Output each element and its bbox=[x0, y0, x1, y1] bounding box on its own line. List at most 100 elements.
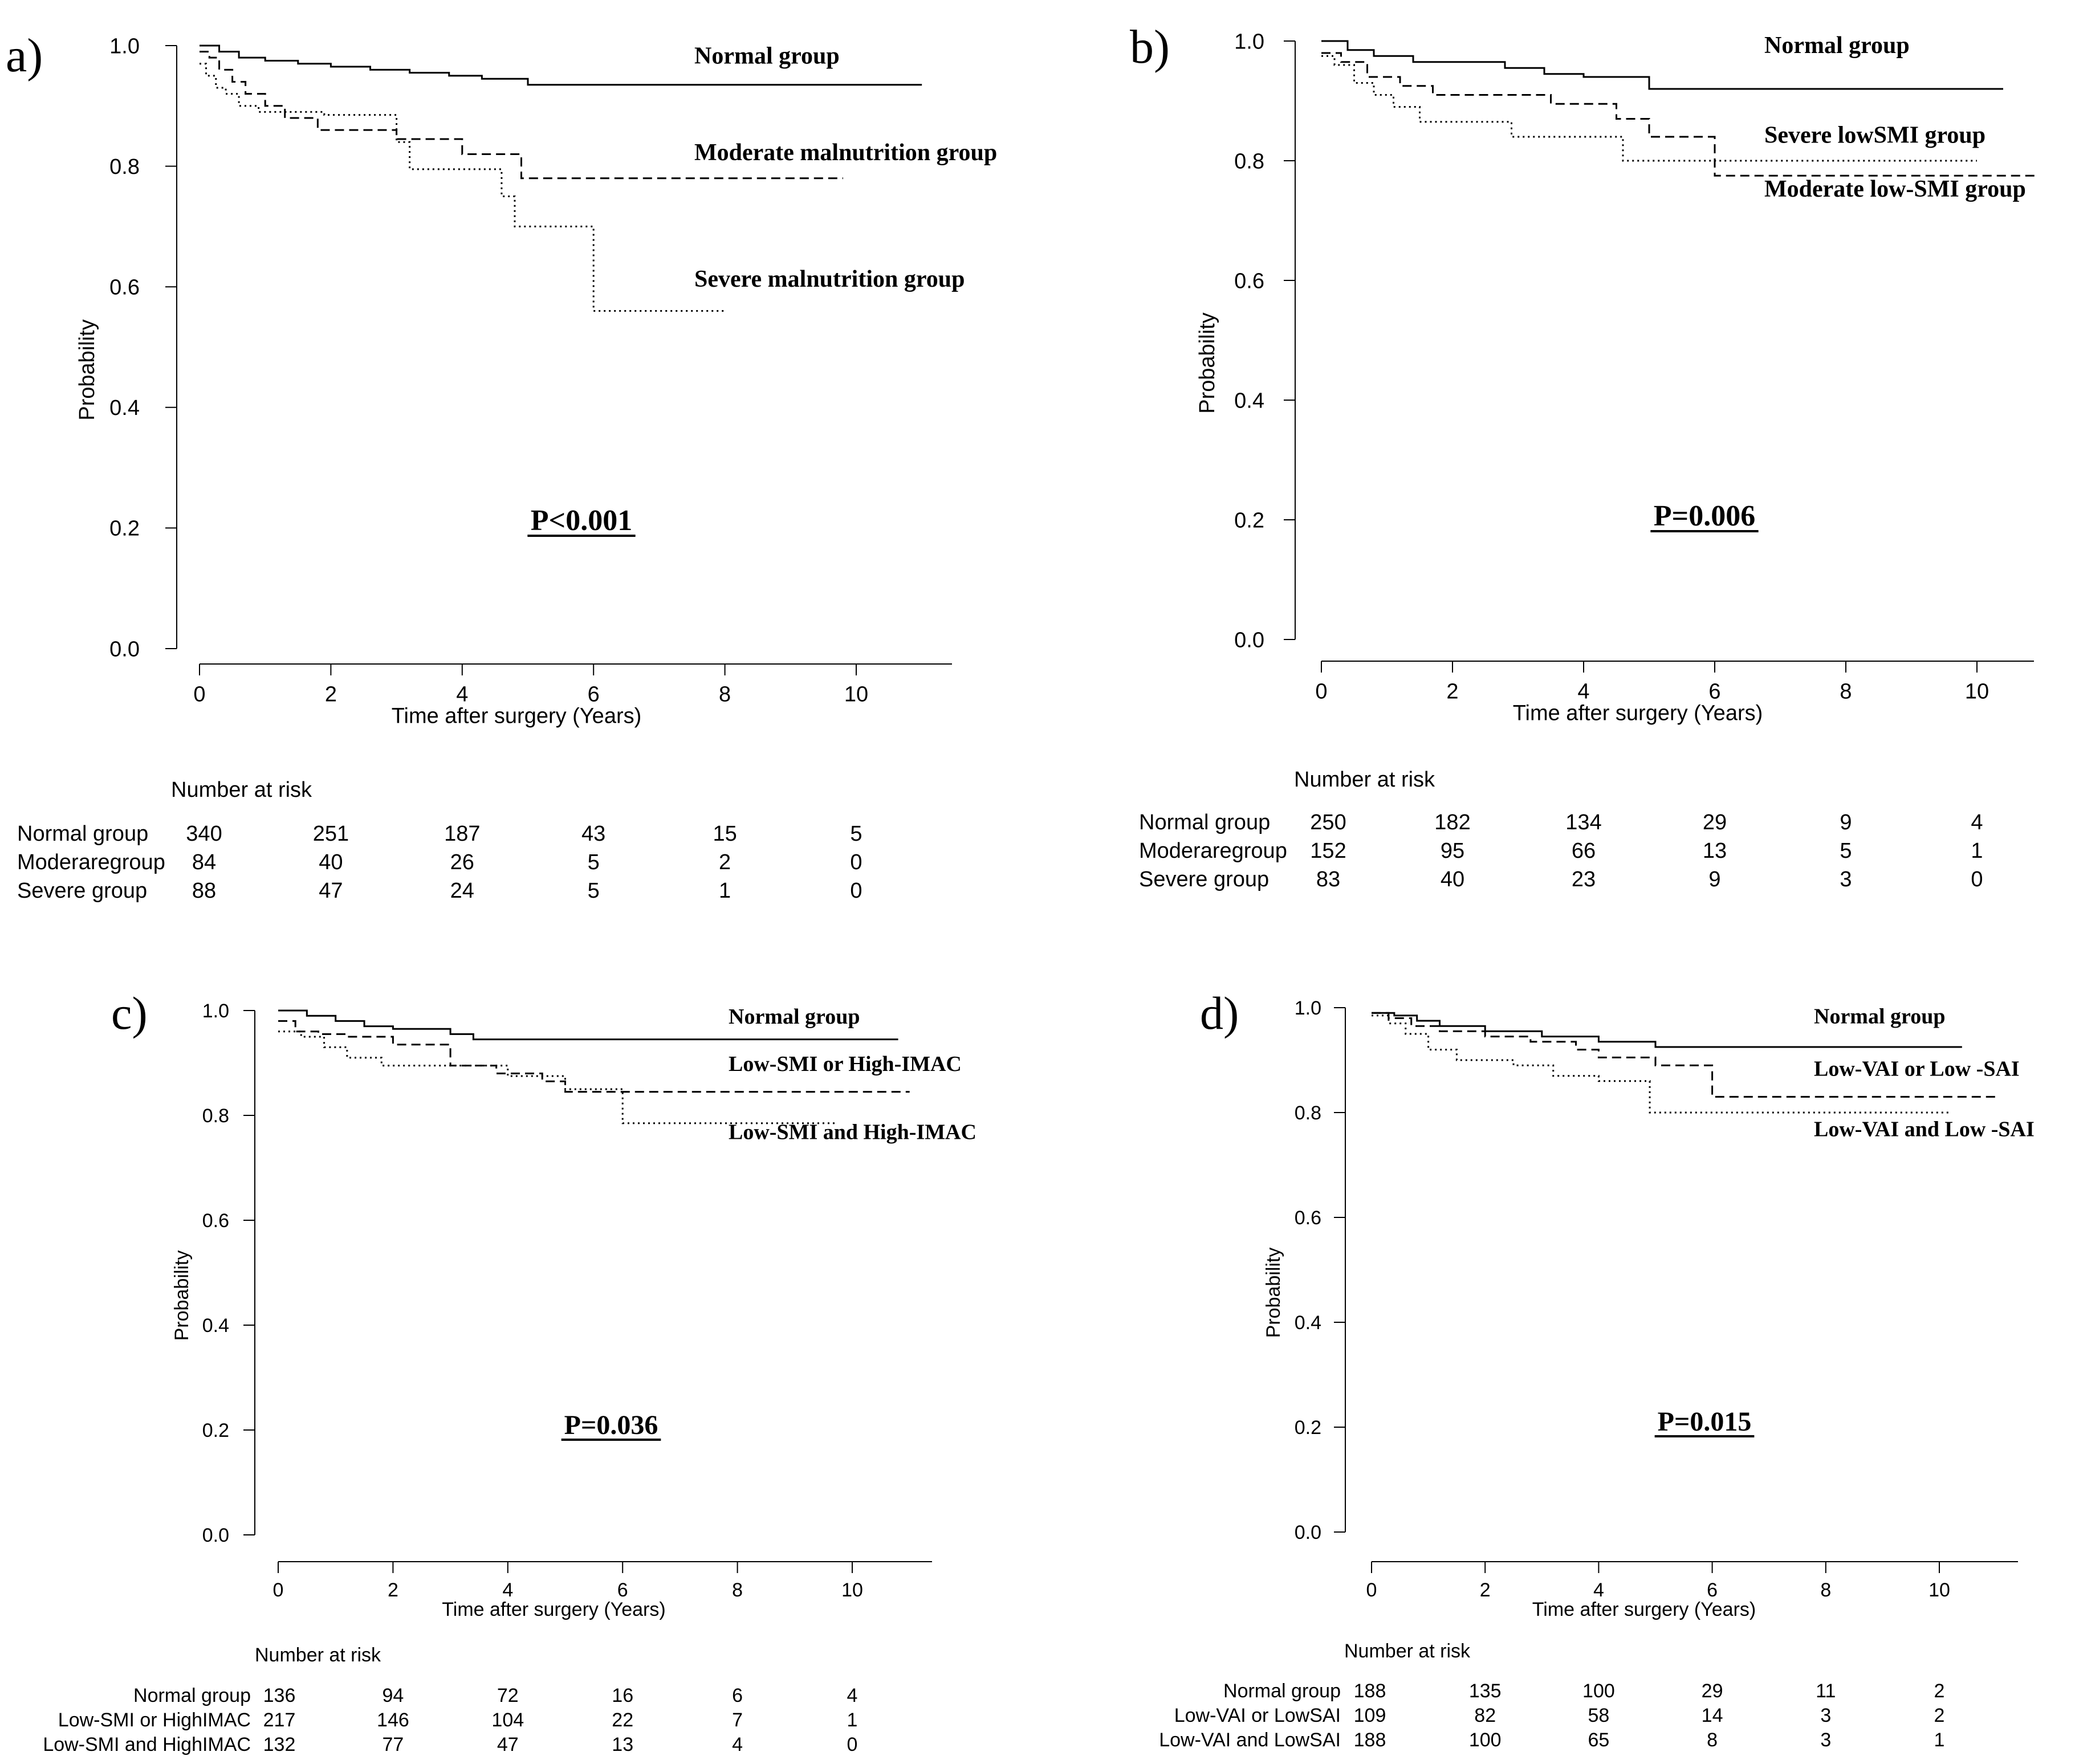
risk-value: 340 bbox=[186, 822, 222, 846]
x-tick-label: 6 bbox=[1708, 680, 1720, 704]
curve-label: Normal group bbox=[1764, 32, 1910, 59]
risk-value: 26 bbox=[450, 850, 474, 874]
risk-value: 77 bbox=[382, 1734, 404, 1755]
risk-row-label: Normal group bbox=[1139, 810, 1270, 834]
x-tick-label: 4 bbox=[502, 1579, 513, 1601]
x-tick-label: 6 bbox=[617, 1579, 628, 1601]
y-tick-label: 0.2 bbox=[1234, 508, 1264, 532]
y-tick-label: 0.8 bbox=[202, 1105, 229, 1127]
panel-label: c) bbox=[111, 987, 148, 1039]
panel-d: d) 0.0 0.2 0.4 0.6 0.8 1.0 0 2 4 6 8 10 Time after su… bbox=[1159, 987, 2035, 1751]
risk-row-label: Normal group bbox=[133, 1685, 251, 1706]
risk-value: 66 bbox=[1572, 839, 1596, 863]
risk-value: 43 bbox=[581, 822, 605, 846]
curve-label: Normal group bbox=[694, 43, 840, 70]
survival-curve-dashed bbox=[1321, 52, 2036, 177]
risk-value: 2 bbox=[1934, 1680, 1945, 1702]
risk-value: 16 bbox=[612, 1685, 633, 1706]
p-value: P=0.036 bbox=[564, 1410, 658, 1440]
survival-curve-solid bbox=[1372, 1012, 1962, 1048]
survival-curve-solid bbox=[200, 44, 922, 86]
risk-value: 11 bbox=[1816, 1680, 1836, 1702]
risk-value: 3 bbox=[1840, 867, 1852, 891]
x-tick-label: 0 bbox=[193, 683, 205, 707]
risk-value: 9 bbox=[1840, 810, 1852, 834]
risk-value: 40 bbox=[1441, 867, 1464, 891]
risk-row-label: Moderaregroup bbox=[17, 850, 165, 874]
risk-value: 5 bbox=[588, 850, 600, 874]
risk-value: 0 bbox=[850, 879, 862, 903]
risk-value: 109 bbox=[1354, 1705, 1386, 1726]
curve-label: Normal group bbox=[729, 1005, 860, 1029]
y-tick-label: 1.0 bbox=[1234, 30, 1264, 54]
risk-value: 251 bbox=[313, 822, 349, 846]
risk-row-label: Low-VAI or LowSAI bbox=[1174, 1705, 1341, 1726]
x-tick-label: 10 bbox=[844, 683, 868, 707]
risk-value: 83 bbox=[1316, 867, 1340, 891]
risk-row-label: Severe group bbox=[1139, 867, 1269, 891]
risk-value: 100 bbox=[1582, 1680, 1615, 1702]
panel-label: d) bbox=[1200, 987, 1239, 1039]
risk-value: 134 bbox=[1565, 810, 1601, 834]
risk-row-label: Severe group bbox=[17, 879, 147, 903]
risk-value: 82 bbox=[1474, 1705, 1496, 1726]
risk-value: 1 bbox=[1934, 1729, 1945, 1751]
risk-value: 23 bbox=[1572, 867, 1596, 891]
x-tick-label: 4 bbox=[1593, 1579, 1604, 1601]
x-tick-label: 6 bbox=[588, 683, 600, 707]
risk-value: 5 bbox=[588, 879, 600, 903]
risk-value: 3 bbox=[1820, 1729, 1831, 1751]
x-tick-label: 2 bbox=[1480, 1579, 1491, 1601]
risk-value: 132 bbox=[263, 1734, 296, 1755]
risk-value: 1 bbox=[847, 1709, 858, 1731]
risk-value: 94 bbox=[382, 1685, 404, 1706]
x-tick-label: 2 bbox=[1446, 680, 1458, 704]
risk-value: 95 bbox=[1441, 839, 1464, 863]
survival-curve-dashed bbox=[278, 1020, 910, 1093]
risk-value: 29 bbox=[1703, 810, 1727, 834]
survival-curve-dotted bbox=[1372, 1015, 1951, 1114]
x-axis-label: Time after surgery (Years) bbox=[442, 1599, 665, 1620]
x-tick-label: 2 bbox=[388, 1579, 398, 1601]
risk-row-label: Low-SMI or HighIMAC bbox=[58, 1709, 251, 1731]
risk-value: 84 bbox=[192, 850, 216, 874]
x-tick-label: 4 bbox=[1577, 680, 1589, 704]
survival-curve-dashed bbox=[1372, 1012, 1996, 1098]
x-tick-label: 0 bbox=[1315, 680, 1327, 704]
y-tick-label: 0.0 bbox=[1295, 1522, 1321, 1543]
survival-curve-dotted bbox=[278, 1030, 835, 1125]
p-value: P=0.015 bbox=[1658, 1407, 1752, 1437]
survival-curve-dotted bbox=[1321, 55, 1977, 162]
risk-value: 13 bbox=[612, 1734, 633, 1755]
x-tick-label: 8 bbox=[732, 1579, 743, 1601]
risk-value: 1 bbox=[1971, 839, 1983, 863]
panel-label: b) bbox=[1130, 21, 1170, 74]
risk-value: 40 bbox=[319, 850, 343, 874]
risk-row-label: Low-SMI and HighIMAC bbox=[43, 1734, 251, 1755]
risk-value: 182 bbox=[1434, 810, 1470, 834]
y-tick-label: 0.0 bbox=[202, 1525, 229, 1546]
risk-value: 72 bbox=[497, 1685, 519, 1706]
y-axis-label: Probability bbox=[75, 319, 99, 420]
y-tick-label: 0.4 bbox=[109, 396, 140, 420]
risk-value: 3 bbox=[1820, 1705, 1831, 1726]
risk-table-heading: Number at risk bbox=[1344, 1640, 1471, 1662]
risk-value: 146 bbox=[377, 1709, 409, 1731]
risk-value: 6 bbox=[732, 1685, 743, 1706]
y-tick-label: 1.0 bbox=[109, 34, 140, 58]
risk-value: 15 bbox=[713, 822, 737, 846]
x-tick-label: 6 bbox=[1707, 1579, 1718, 1601]
risk-value: 2 bbox=[1934, 1705, 1945, 1726]
risk-value: 24 bbox=[450, 879, 474, 903]
risk-value: 7 bbox=[732, 1709, 743, 1731]
risk-table-heading: Number at risk bbox=[255, 1644, 381, 1666]
x-axis-label: Time after surgery (Years) bbox=[1532, 1599, 1756, 1620]
risk-row-label: Normal group bbox=[17, 822, 148, 846]
risk-value: 13 bbox=[1703, 839, 1727, 863]
risk-value: 8 bbox=[1707, 1729, 1718, 1751]
curve-label: Severe malnutrition group bbox=[694, 266, 965, 292]
risk-value: 100 bbox=[1469, 1729, 1502, 1751]
